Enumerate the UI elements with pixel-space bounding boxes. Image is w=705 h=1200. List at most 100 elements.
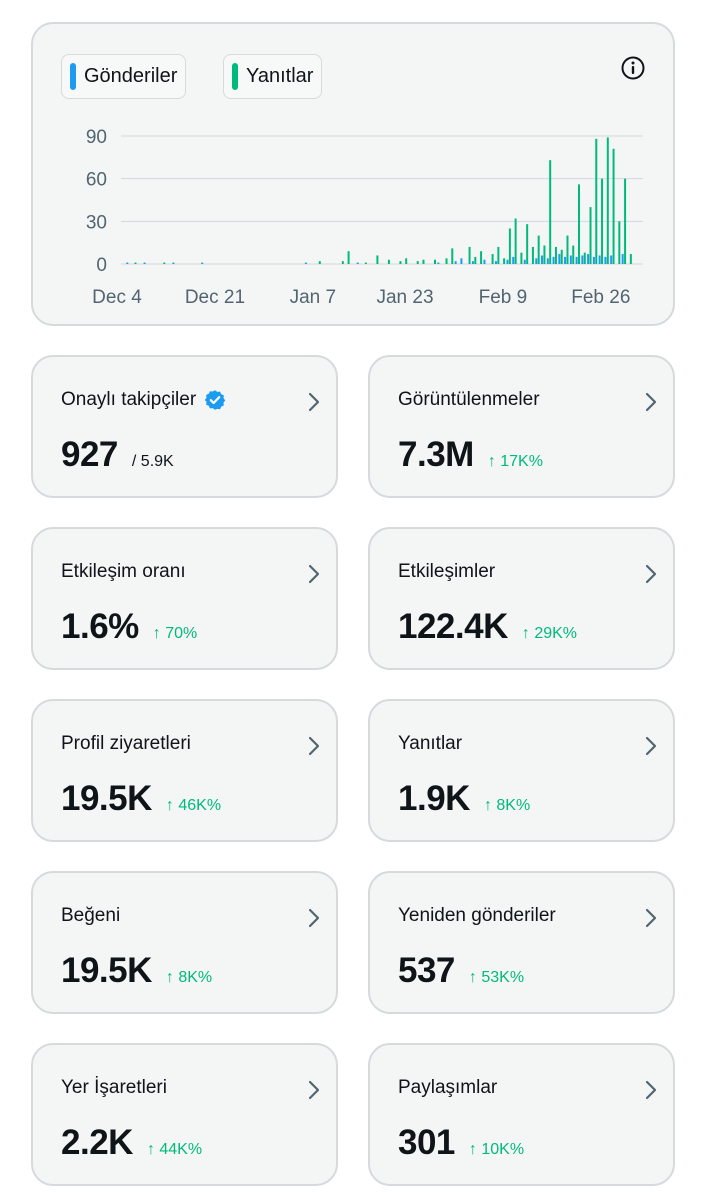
posts-bar [621, 254, 624, 264]
posts-bar [598, 255, 601, 264]
posts-bar [471, 261, 474, 264]
stat-change: ↑ 46K% [165, 797, 222, 814]
replies-bar [364, 262, 367, 264]
stat-card-bookmarks[interactable]: Yer İşaretleri 2.2K ↑ 44K% [31, 1043, 338, 1186]
chevron-right-icon [645, 392, 657, 412]
stat-label-text: Beğeni [61, 905, 121, 926]
verified-badge-icon [204, 390, 226, 410]
stat-value: 7.3M [398, 435, 474, 474]
chevron-right-icon [308, 908, 320, 928]
replies-bar [508, 228, 511, 264]
replies-bar [434, 259, 436, 264]
stat-card-likes[interactable]: Beğeni 19.5K ↑ 8K% [31, 871, 338, 1014]
posts-bar [535, 258, 538, 264]
y-axis-ticks: 90 60 30 0 [86, 127, 107, 276]
replies-swatch [232, 63, 238, 90]
chevron-right-icon [645, 736, 657, 756]
replies-bar [572, 245, 575, 264]
stat-label-text: Yanıtlar [398, 733, 463, 754]
stat-value: 2.2K [61, 1123, 133, 1162]
replies-bar [514, 218, 517, 264]
posts-bar [460, 258, 463, 264]
chevron-right-icon [308, 392, 320, 412]
legend-replies-label: Yanıtlar [246, 65, 314, 87]
replies-bar [554, 246, 557, 264]
replies-bar [399, 261, 402, 264]
replies-bar [595, 138, 598, 264]
stat-label: Yeniden gönderiler [398, 905, 556, 927]
replies-bar [445, 258, 448, 264]
posts-bar [494, 261, 497, 264]
stat-label-text: Etkileşimler [398, 561, 496, 582]
stat-change: ↑ 10K% [468, 1141, 525, 1158]
posts-bar [172, 262, 175, 264]
stat-card-engagement-rate[interactable]: Etkileşim oranı 1.6% ↑ 70% [31, 527, 338, 670]
stat-label: Yanıtlar [398, 733, 462, 755]
replies-bar [387, 259, 390, 264]
replies-bar [537, 235, 540, 264]
posts-bar [569, 255, 572, 264]
replies-bar [347, 251, 350, 264]
stat-card-engagements[interactable]: Etkileşimler 122.4K ↑ 29K% [368, 527, 675, 670]
chart-grid [121, 135, 643, 265]
replies-bar [376, 255, 379, 264]
posts-bar [143, 262, 146, 264]
replies-bar [526, 224, 529, 264]
stat-label-text: Onaylı takipçiler [61, 389, 197, 410]
posts-bar [564, 256, 567, 264]
replies-bar [560, 249, 563, 264]
stat-label: Etkileşim oranı [61, 561, 186, 583]
stat-card-reposts[interactable]: Yeniden gönderiler 537 ↑ 53K% [368, 871, 675, 1014]
stat-change: ↑ 70% [152, 625, 198, 642]
stat-label-text: Profil ziyaretleri [61, 733, 191, 754]
y-tick-label: 60 [86, 170, 107, 191]
stat-card-profile-visits[interactable]: Profil ziyaretleri 19.5K ↑ 46K% [31, 699, 338, 842]
x-tick-label: Jan 23 [376, 287, 433, 308]
stat-label: Etkileşimler [398, 561, 495, 583]
stat-value-row: 1.6% ↑ 70% [61, 607, 197, 647]
x-tick-label: Dec 4 [92, 287, 142, 308]
info-icon[interactable] [620, 55, 646, 81]
stat-label: Profil ziyaretleri [61, 733, 191, 755]
replies-bar [624, 178, 627, 264]
stat-card-impressions[interactable]: Görüntülenmeler 7.3M ↑ 17K% [368, 355, 675, 498]
replies-bar [341, 261, 344, 264]
replies-bar [451, 248, 454, 264]
replies-bar [589, 207, 592, 264]
posts-bar [454, 261, 457, 264]
posts-bar [604, 256, 607, 264]
stat-value: 927 [61, 435, 118, 474]
legend-posts-toggle[interactable]: Gönderiler [61, 54, 187, 99]
activity-chart: 90 60 30 0 Dec 4 Dec 21 Jan 7 Jan 23 Feb 9 Feb 2… [86, 127, 643, 308]
stat-label: Yer İşaretleri [61, 1077, 167, 1099]
stat-card-verified-followers[interactable]: Onaylı takipçiler 927 / 5.9K [31, 355, 338, 498]
replies-bar [618, 221, 621, 264]
chevron-right-icon [645, 1080, 657, 1100]
chart-card: Gönderiler Yanıtlar 90 60 30 0 Dec 4 Dec 21 J… [31, 22, 675, 326]
stat-value: 1.6% [61, 607, 139, 646]
stat-label-text: Yer İşaretleri [61, 1077, 167, 1098]
legend-replies-toggle[interactable]: Yanıtlar [223, 54, 323, 99]
posts-bar [610, 255, 613, 264]
stat-label: Onaylı takipçiler [61, 389, 226, 411]
replies-bar [416, 261, 419, 264]
y-tick-label: 90 [86, 127, 107, 148]
stat-value-row: 19.5K ↑ 46K% [61, 779, 221, 819]
replies-bar [612, 148, 615, 264]
stat-change: ↑ 29K% [521, 625, 578, 642]
stat-value: 19.5K [61, 779, 152, 818]
chevron-right-icon [308, 564, 320, 584]
posts-bar [356, 262, 359, 264]
chevron-right-icon [308, 1080, 320, 1100]
posts-bar [437, 262, 440, 264]
replies-bar [549, 160, 552, 264]
stat-card-shares[interactable]: Paylaşımlar 301 ↑ 10K% [368, 1043, 675, 1186]
stat-card-replies[interactable]: Yanıtlar 1.9K ↑ 8K% [368, 699, 675, 842]
stat-value-row: 301 ↑ 10K% [398, 1123, 524, 1163]
stat-value-row: 537 ↑ 53K% [398, 951, 524, 991]
replies-bar [163, 262, 166, 264]
stat-value-row: 19.5K ↑ 8K% [61, 951, 212, 991]
stat-label: Beğeni [61, 905, 120, 927]
chevron-right-icon [645, 564, 657, 584]
stat-value: 537 [398, 951, 455, 990]
